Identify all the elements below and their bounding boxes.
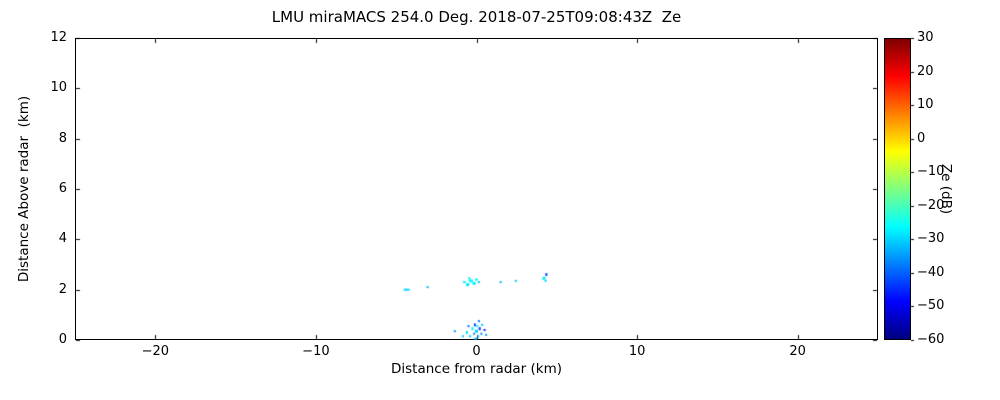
y-tick-label: 12 [50, 30, 67, 45]
plot-title: LMU miraMACS 254.0 Deg. 2018-07-25T09:08… [271, 8, 682, 26]
y-tick-label: 4 [58, 231, 67, 247]
colorbar [884, 38, 911, 340]
plot-area [75, 38, 878, 340]
y-tick-label: 10 [50, 80, 67, 96]
colorbar-tick-label: 0 [917, 130, 926, 146]
colorbar-tick-label: −40 [917, 264, 945, 280]
x-tick-label: 20 [789, 344, 806, 359]
colorbar-tick-label: −10 [917, 164, 945, 180]
y-tick-label: 8 [58, 130, 67, 146]
colorbar-tick-label: 10 [917, 97, 934, 113]
colorbar-tick-label: −50 [917, 298, 945, 314]
colorbar-tick-label: −20 [917, 197, 945, 213]
x-tick-label: 10 [628, 344, 646, 359]
y-tick-label: 0 [58, 332, 67, 347]
colorbar-tick-label: 20 [917, 63, 934, 79]
x-axis-label: Distance from radar (km) [390, 361, 563, 377]
y-tick-label: 2 [58, 281, 67, 297]
colorbar-tick-label: 30 [917, 30, 934, 45]
x-tick-label: −10 [302, 344, 330, 359]
colorbar-tick-label: −30 [917, 231, 945, 247]
x-tick-label: 0 [472, 344, 481, 359]
x-tick-label: −20 [141, 344, 170, 359]
colorbar-tick-label: −60 [917, 332, 945, 347]
y-tick-label: 6 [58, 181, 67, 196]
